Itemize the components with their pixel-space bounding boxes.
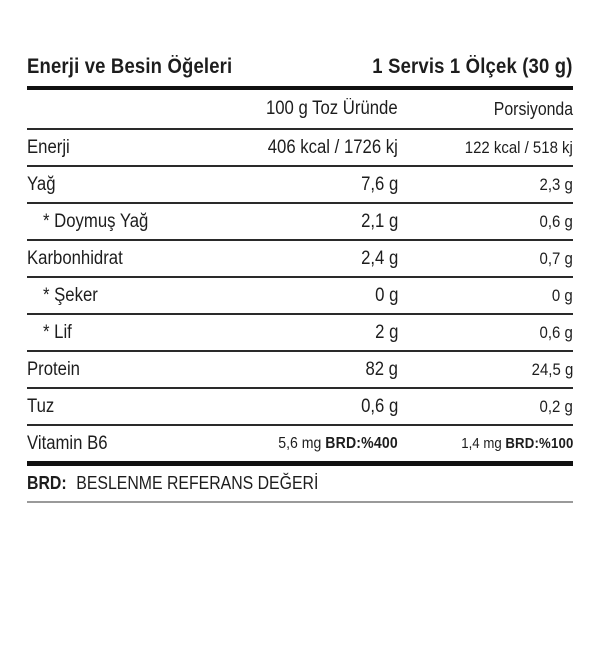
table-row-yag: Yağ 7,6 g 2,3 g [27,167,573,204]
row-label: * Şeker [43,284,98,306]
table-title-text: Enerji ve Besin Öğeleri [27,55,233,78]
column-header-row: 100 g Toz Üründe Porsiyonda [27,90,573,130]
table-header: Enerji ve Besin Öğeleri 1 Servis 1 Ölçek… [27,55,573,90]
row-label: * Doymuş Yağ [43,210,149,232]
row-label: Enerji [27,136,70,158]
table-row-enerji: Enerji 406 kcal / 1726 kj 122 kcal / 518… [27,130,573,167]
nutrition-table: Enerji ve Besin Öğeleri 1 Servis 1 Ölçek… [27,55,573,503]
row-portion-value: 0 g [552,285,573,305]
row-per100-value: 82 g [365,358,398,380]
row-per100-value: 406 kcal / 1726 kj [267,136,398,158]
footnote-abbreviation: BRD: [27,473,67,493]
row-label: Vitamin B6 [27,432,108,454]
row-portion-value: 24,5 g [531,359,573,379]
row-label: Karbonhidrat [27,247,123,269]
row-portion-value: 122 kcal / 518 kj [464,137,573,157]
row-portion-value: 0,2 g [539,396,573,416]
footnote-text: BESLENME REFERANS DEĞERİ [76,473,319,493]
table-row-lif: * Lif 2 g 0,6 g [27,315,573,352]
row-portion-value: 2,3 g [539,174,573,194]
row-per100-value: 2,1 g [360,210,398,232]
row-portion-value: 0,6 g [539,211,573,231]
row-label: Tuz [27,395,55,417]
row-portion-brd: BRD:%100 [504,435,573,452]
row-per100-value: 2 g [374,321,398,343]
table-row-vitamin-b6: Vitamin B6 5,6 mg BRD:%400 1,4 mg BRD:%1… [27,426,573,466]
row-label: * Lif [43,321,72,343]
row-per100-value: 7,6 g [360,173,398,195]
column-header-portion: Porsiyonda [493,98,573,119]
table-row-doymus-yag: * Doymuş Yağ 2,1 g 0,6 g [27,204,573,241]
serving-size-text: 1 Servis 1 Ölçek (30 g) [372,55,573,78]
row-per100-value: 0 g [374,284,398,306]
column-header-per100: 100 g Toz Üründe [266,98,398,119]
row-portion-value: 0,6 g [539,322,573,342]
serving-size: 1 Servis 1 Ölçek (30 g) [345,55,573,79]
table-footnote: BRD: BESLENME REFERANS DEĞERİ [27,466,573,503]
row-per100-value: 0,6 g [360,395,398,417]
row-per100-value: 2,4 g [360,247,398,269]
row-label: Protein [27,358,80,380]
table-row-karbonhidrat: Karbonhidrat 2,4 g 0,7 g [27,241,573,278]
table-row-seker: * Şeker 0 g 0 g [27,278,573,315]
table-row-tuz: Tuz 0,6 g 0,2 g [27,389,573,426]
row-per100-value: 5,6 mg [278,434,322,452]
row-portion-value: 1,4 mg [460,435,502,452]
table-row-protein: Protein 82 g 24,5 g [27,352,573,389]
row-portion-value: 0,7 g [539,248,573,268]
row-label: Yağ [27,173,56,195]
table-title: Enerji ve Besin Öğeleri [27,55,345,79]
row-per100-brd: BRD:%400 [325,434,398,452]
